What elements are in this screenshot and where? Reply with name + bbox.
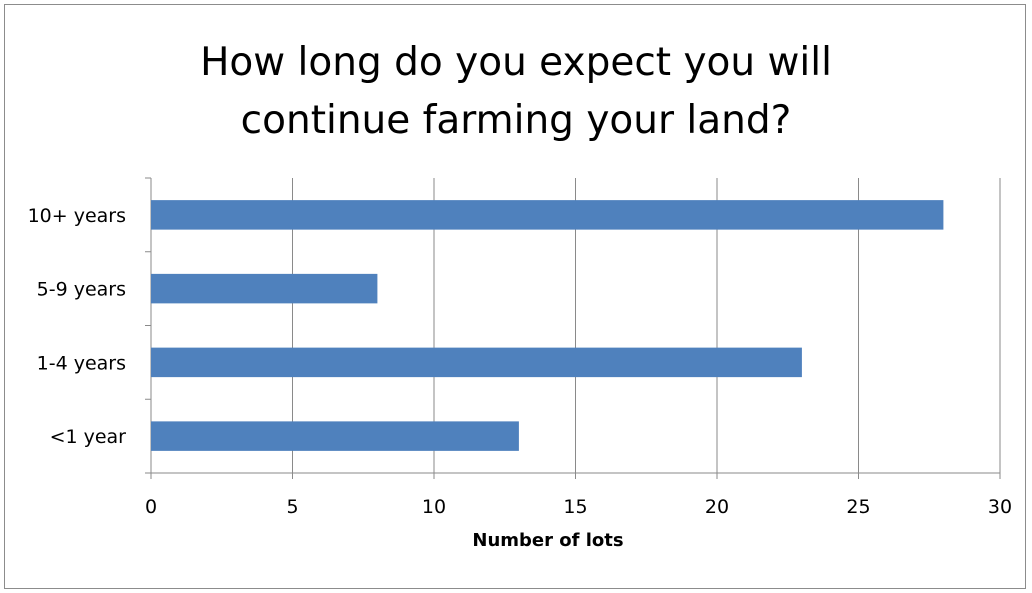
bar-10-years (151, 200, 944, 230)
category-label: 1-4 years (37, 352, 126, 374)
x-tick-label: 20 (705, 496, 729, 518)
bar-1-4-years (151, 347, 802, 378)
bar--1-year (151, 421, 519, 451)
x-tick-labels: 0 5 10 15 20 25 30 (145, 496, 1012, 518)
category-label: 10+ years (28, 205, 126, 227)
bars (151, 200, 944, 451)
x-tick-label: 10 (422, 496, 446, 518)
x-tick-label: 25 (846, 496, 870, 518)
x-tick-label: 5 (286, 496, 298, 518)
x-tick-label: 30 (988, 496, 1012, 518)
category-label: 5-9 years (37, 279, 126, 301)
x-tick-label: 0 (145, 496, 157, 518)
x-axis-title: Number of lots (472, 530, 623, 551)
category-label: <1 year (50, 426, 127, 448)
bar-5-9-years (151, 273, 378, 304)
chart-title: How long do you expect you will continue… (200, 40, 832, 143)
category-labels: 10+ years 5-9 years 1-4 years <1 year (28, 205, 127, 448)
x-tick-label: 15 (563, 496, 587, 518)
